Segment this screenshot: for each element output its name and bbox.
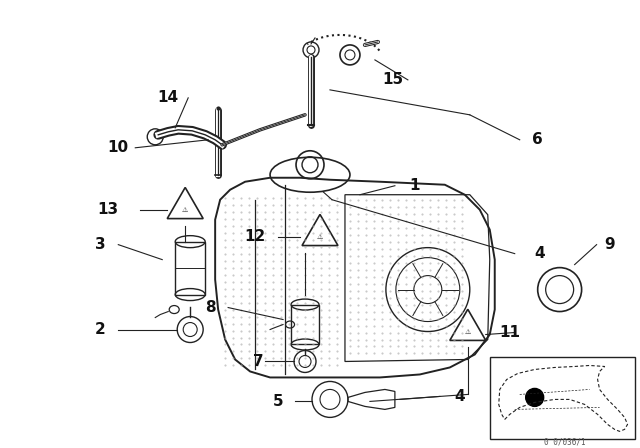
Text: 3: 3 xyxy=(95,237,106,252)
Text: 11: 11 xyxy=(499,325,520,340)
Text: 14: 14 xyxy=(157,90,179,105)
Text: 0 0/036/1: 0 0/036/1 xyxy=(544,438,586,447)
Text: 2: 2 xyxy=(95,322,106,337)
Text: 9: 9 xyxy=(604,237,615,252)
Bar xyxy=(490,358,634,439)
Text: 13: 13 xyxy=(98,202,119,217)
Text: 4: 4 xyxy=(534,246,545,261)
Text: 4: 4 xyxy=(454,389,465,404)
Text: ⚠: ⚠ xyxy=(317,234,323,240)
Text: 15: 15 xyxy=(382,73,403,87)
Text: 1: 1 xyxy=(410,178,420,193)
Text: 7: 7 xyxy=(253,354,264,369)
Text: 10: 10 xyxy=(108,140,129,155)
Text: 8: 8 xyxy=(205,300,216,315)
Text: ⚠: ⚠ xyxy=(465,328,471,335)
Text: 12: 12 xyxy=(244,229,266,244)
Text: ⚠: ⚠ xyxy=(182,207,188,213)
Circle shape xyxy=(525,388,543,406)
Text: 5: 5 xyxy=(273,394,284,409)
Text: 6: 6 xyxy=(532,132,543,147)
